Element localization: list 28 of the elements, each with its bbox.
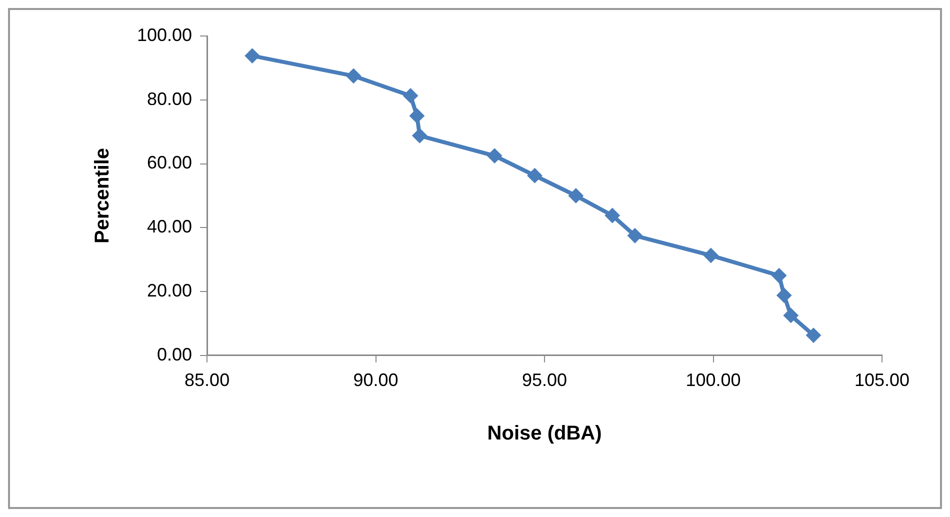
y-tick-label: 40.00 [147, 216, 192, 237]
point [806, 328, 821, 343]
y-tick-label: 60.00 [147, 152, 192, 173]
point [772, 268, 787, 284]
x-tick-label: 105.00 [854, 370, 910, 390]
x-tick-label: 95.00 [522, 370, 568, 390]
point [244, 48, 260, 64]
y-tick-label: 80.00 [147, 88, 192, 109]
y-tick-label: 20.00 [147, 280, 192, 300]
point [604, 208, 620, 224]
x-tick-label: 85.00 [184, 370, 230, 390]
point [403, 88, 418, 104]
point [627, 228, 642, 244]
point [487, 148, 502, 164]
y-tick-label: 100.00 [136, 24, 192, 45]
x-tick-label: 100.00 [686, 370, 741, 390]
point [703, 248, 718, 263]
y-tick-label: 0.00 [157, 344, 192, 364]
point [568, 188, 584, 204]
x-tick-label: 90.00 [353, 370, 398, 390]
point [527, 168, 542, 184]
point [346, 68, 362, 84]
point [409, 108, 424, 124]
point [776, 288, 792, 303]
point [783, 308, 798, 323]
y-axis-title: Percentile [92, 148, 114, 244]
x-axis-title: Noise (dBA) [487, 422, 602, 445]
point [412, 128, 428, 144]
